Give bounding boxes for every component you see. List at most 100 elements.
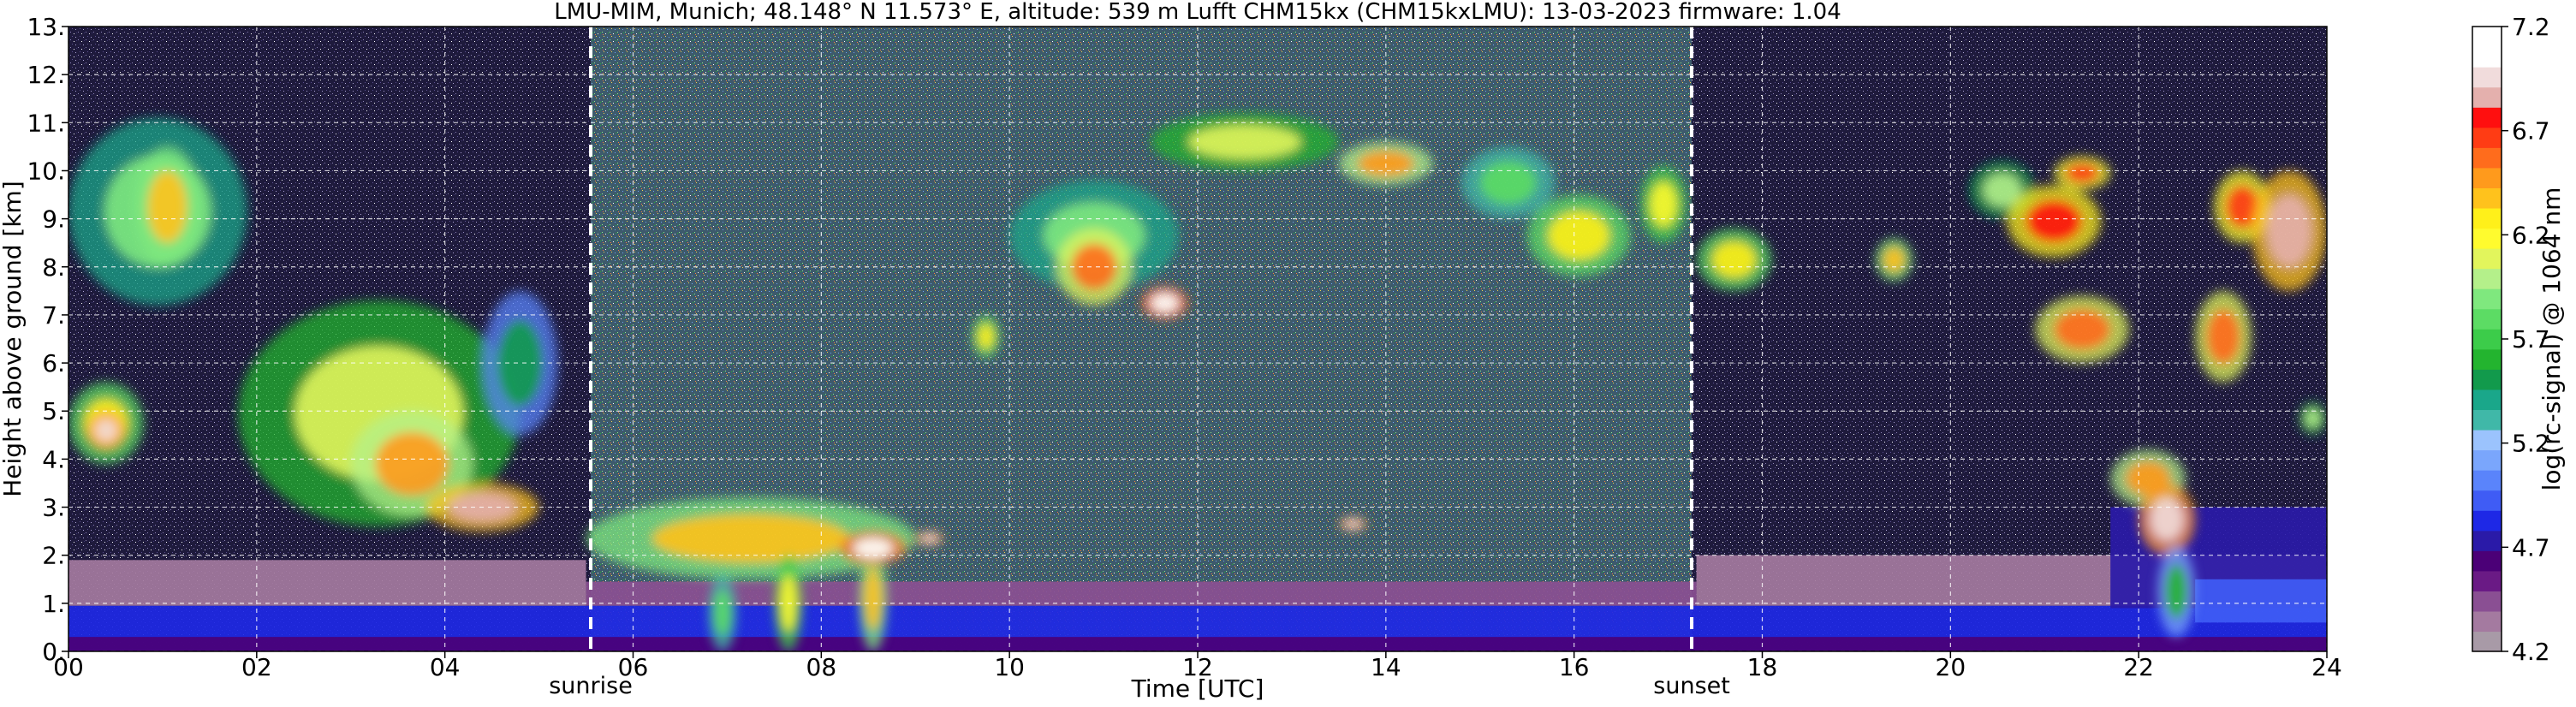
colorbar-tick-label-4.7: 4.7 bbox=[2512, 533, 2550, 561]
chart-title: LMU-MIM, Munich; 48.148° N 11.573° E, al… bbox=[554, 0, 1841, 25]
feature-core-20 bbox=[1344, 520, 1362, 529]
y-tick-label-11: 11. bbox=[27, 109, 65, 137]
colorbar-tick-label-6.2: 6.2 bbox=[2512, 221, 2550, 249]
feature-core-9 bbox=[714, 590, 731, 637]
colorbar-segment-16 bbox=[2472, 308, 2502, 330]
feature-core-36 bbox=[2304, 407, 2322, 429]
colorbar-segment-11 bbox=[2472, 409, 2502, 431]
x-tick-label-14: 14 bbox=[1371, 653, 1401, 681]
colorbar-segment-17 bbox=[2472, 288, 2502, 310]
colorbar-segment-15 bbox=[2472, 329, 2502, 350]
feature-core-25 bbox=[1883, 247, 1906, 273]
colorbar-segment-7 bbox=[2472, 490, 2502, 511]
y-tick-label-4: 4. bbox=[42, 445, 65, 473]
plot-area bbox=[68, 27, 2327, 651]
feature-core-17 bbox=[1151, 293, 1180, 313]
x-tick-label-22: 22 bbox=[2123, 653, 2154, 681]
feature-core-22 bbox=[1547, 211, 1610, 260]
x-axis-ticks: 00 02 04 06 08 10 12 14 16 18 20 22 24 bbox=[53, 651, 2342, 681]
feature-core-5 bbox=[375, 431, 449, 496]
feature-core-11 bbox=[864, 567, 882, 631]
x-tick-label-02: 02 bbox=[241, 653, 272, 681]
layer-6 bbox=[2195, 579, 2327, 623]
feature-core-29 bbox=[2065, 163, 2100, 184]
x-axis-label: Time [UTC] bbox=[1131, 674, 1264, 703]
colorbar-segment-21 bbox=[2472, 207, 2502, 229]
colorbar-segment-2 bbox=[2472, 591, 2502, 612]
colorbar-tick-label-7.2: 7.2 bbox=[2512, 13, 2550, 41]
colorbar-segment-8 bbox=[2472, 470, 2502, 491]
colorbar-segment-25 bbox=[2472, 127, 2502, 148]
feature-core-24 bbox=[1711, 241, 1757, 279]
layer-4 bbox=[586, 581, 1697, 606]
colorbar-segment-6 bbox=[2472, 510, 2502, 532]
y-tick-label-12: 12. bbox=[27, 61, 65, 89]
y-axis-ticks: 0. 1. 2. 3. 4. 5. 6. 7. 8. 9. 10. 11. 12. 13. bbox=[27, 13, 68, 666]
colorbar-ticks: 4.2 4.7 5.2 5.7 6.2 6.7 7.2 bbox=[2502, 13, 2550, 666]
y-tick-label-2: 2. bbox=[42, 542, 65, 570]
colorbar-segment-5 bbox=[2472, 530, 2502, 551]
feature-core-32 bbox=[2164, 563, 2188, 619]
feature-core-1 bbox=[147, 170, 187, 243]
feature-core-26 bbox=[1982, 172, 2022, 208]
x-tick-label-18: 18 bbox=[1747, 653, 1778, 681]
colorbar-segment-14 bbox=[2472, 348, 2502, 370]
colorbar-label: log(rc-signal) @ 1064 nm bbox=[2537, 187, 2566, 491]
x-tick-label-16: 16 bbox=[1559, 653, 1590, 681]
sunrise-label: sunrise bbox=[549, 673, 633, 699]
colorbar-segment-24 bbox=[2472, 147, 2502, 169]
colorbar bbox=[2472, 26, 2502, 652]
sunset-label: sunset bbox=[1653, 673, 1730, 699]
feature-core-16 bbox=[1071, 243, 1117, 290]
colorbar-tick-label-5.7: 5.7 bbox=[2512, 325, 2550, 354]
feature-core-8 bbox=[651, 514, 850, 563]
feature-core-18 bbox=[1188, 124, 1301, 159]
y-axis-label: Height above ground [km] bbox=[0, 181, 27, 497]
y-tick-label-1: 1. bbox=[42, 590, 65, 618]
feature-core-21 bbox=[1479, 161, 1537, 205]
colorbar-segment-1 bbox=[2472, 610, 2502, 633]
colorbar-segment-18 bbox=[2472, 268, 2502, 289]
feature-core-28 bbox=[2054, 309, 2111, 350]
colorbar-segment-28 bbox=[2472, 67, 2502, 88]
y-tick-label-10: 10. bbox=[27, 157, 65, 185]
x-tick-label-04: 04 bbox=[430, 653, 461, 681]
feature-core-34 bbox=[2225, 185, 2259, 229]
x-tick-label-24: 24 bbox=[2311, 653, 2342, 681]
x-tick-label-00: 00 bbox=[53, 653, 84, 681]
colorbar-tick-label-6.7: 6.7 bbox=[2512, 117, 2550, 146]
feature-core-27 bbox=[2026, 199, 2083, 243]
cloud-features bbox=[68, 113, 2327, 651]
feature-core-12 bbox=[853, 538, 893, 559]
y-tick-label-5: 5. bbox=[42, 397, 65, 425]
y-tick-label-6: 6. bbox=[42, 349, 65, 377]
x-tick-label-12: 12 bbox=[1182, 653, 1213, 681]
sun-markers: sunrise sunset bbox=[549, 27, 1730, 699]
colorbar-segment-9 bbox=[2472, 449, 2502, 471]
colorbar-segment-22 bbox=[2472, 187, 2502, 209]
colorbar-segment-30 bbox=[2472, 27, 2502, 48]
colorbar-segment-27 bbox=[2472, 86, 2502, 108]
y-tick-label-13: 13. bbox=[27, 13, 65, 41]
colorbar-segment-23 bbox=[2472, 167, 2502, 188]
layer-2 bbox=[68, 560, 586, 606]
x-tick-label-06: 06 bbox=[618, 653, 649, 681]
colorbar-segment-3 bbox=[2472, 570, 2502, 591]
feature-core-35 bbox=[2266, 194, 2312, 267]
colorbar-segment-26 bbox=[2472, 107, 2502, 128]
colorbar-segment-19 bbox=[2472, 248, 2502, 270]
y-tick-label-7: 7. bbox=[42, 301, 65, 330]
feature-core-13 bbox=[920, 533, 938, 544]
colorbar-segment-10 bbox=[2472, 429, 2502, 451]
feature-core-23 bbox=[1649, 181, 1678, 228]
colorbar-segment-4 bbox=[2472, 550, 2502, 572]
x-tick-label-08: 08 bbox=[806, 653, 837, 681]
y-tick-label-0: 0. bbox=[42, 638, 65, 666]
colorbar-tick-label-4.2: 4.2 bbox=[2512, 638, 2550, 666]
colorbar-segment-13 bbox=[2472, 369, 2502, 390]
feature-core-14 bbox=[977, 324, 995, 350]
colorbar-segment-29 bbox=[2472, 46, 2502, 68]
feature-core-33 bbox=[2206, 309, 2240, 365]
x-tick-label-20: 20 bbox=[1936, 653, 1966, 681]
